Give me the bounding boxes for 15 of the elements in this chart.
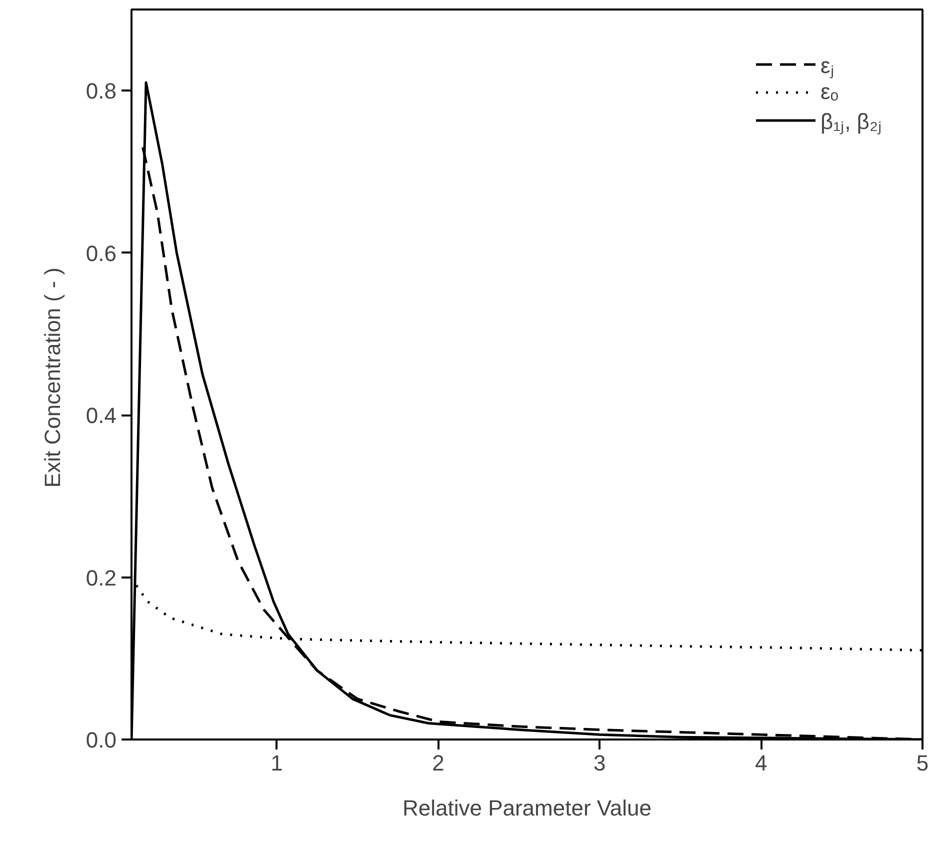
x-tick-label: 2	[432, 750, 444, 776]
legend-label: εⱼ	[820, 52, 836, 79]
legend-label: εₒ	[820, 79, 840, 105]
y-tick-label: 0.0	[86, 728, 117, 752]
y-tick-label: 0.2	[86, 565, 117, 590]
x-axis-title: Relative Parameter Value	[402, 796, 652, 820]
x-tick-label: 5	[916, 750, 929, 776]
y-axis-title: Exit Concentration ( - )	[40, 268, 65, 488]
x-tick-label: 3	[594, 750, 606, 776]
y-tick-label: 0.6	[86, 240, 117, 266]
x-tick-label: 4	[754, 750, 768, 776]
y-tick-label: 0.4	[86, 403, 117, 428]
y-tick-label: 0.8	[86, 78, 117, 104]
legend-label: β₁ⱼ, β₂ⱼ	[820, 108, 882, 135]
x-tick-label: 1	[270, 750, 283, 776]
